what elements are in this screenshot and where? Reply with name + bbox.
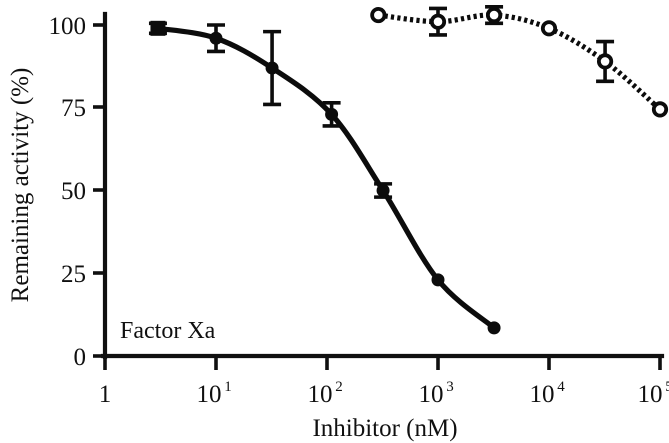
y-tick-label-50: 50: [61, 178, 86, 205]
x-tick-label-1e5: 10: [638, 381, 663, 408]
x-tick-exp-1e5: 5: [665, 379, 669, 395]
x-tick-exp-1e2: 2: [335, 379, 343, 395]
panel-label-factor-xa: Factor Xa: [120, 318, 216, 344]
data-point-filled-circle: [376, 184, 390, 197]
data-point-filled-circle: [431, 273, 445, 287]
x-tick-label-1e4: 10: [530, 381, 555, 408]
data-point-filled-circle: [487, 321, 501, 335]
data-point-filled-circle: [265, 61, 279, 75]
y-tick-group: [93, 23, 105, 358]
y-tick-label-75: 75: [61, 95, 86, 122]
series-filled-symbols: [148, 20, 501, 335]
x-tick-label-1e3: 10: [419, 381, 444, 408]
y-axis-title: Remaining activity (%): [7, 68, 34, 303]
y-tick-label-0: 0: [74, 344, 87, 371]
y-tick-label-25: 25: [61, 261, 86, 288]
x-tick-exp-1e3: 3: [446, 379, 454, 395]
data-point-filled-circle: [325, 107, 339, 121]
data-point-open-circle: [651, 101, 669, 118]
data-point-open-circle: [596, 53, 614, 70]
x-tick-group: [103, 356, 662, 370]
x-tick-exp-1e4: 4: [557, 379, 565, 395]
data-point-filled-circle: [209, 31, 223, 45]
data-point-open-circle: [370, 6, 387, 24]
data-point-open-circle: [485, 6, 503, 24]
x-tick-label-1e2: 10: [308, 381, 333, 408]
x-tick-label-1e1: 10: [197, 381, 222, 408]
y-tick-labels: 100 75 50 25 0: [49, 13, 87, 371]
series-open-circles: [370, 4, 669, 118]
data-point-filled-square: [150, 20, 166, 36]
series-line-1: [378, 12, 662, 112]
x-tick-label-1e0: 1: [99, 381, 112, 408]
y-tick-label-100: 100: [49, 13, 87, 40]
x-tick-labels: 1 10 1 10 2 10 3 10 4 10 5: [99, 379, 669, 408]
axis-group: [100, 11, 665, 360]
x-axis-title: Inhibitor (nM): [312, 415, 457, 442]
x-tick-exp-1e1: 1: [224, 379, 232, 395]
data-point-open-circle: [540, 20, 558, 37]
data-point-open-circle: [429, 13, 447, 30]
